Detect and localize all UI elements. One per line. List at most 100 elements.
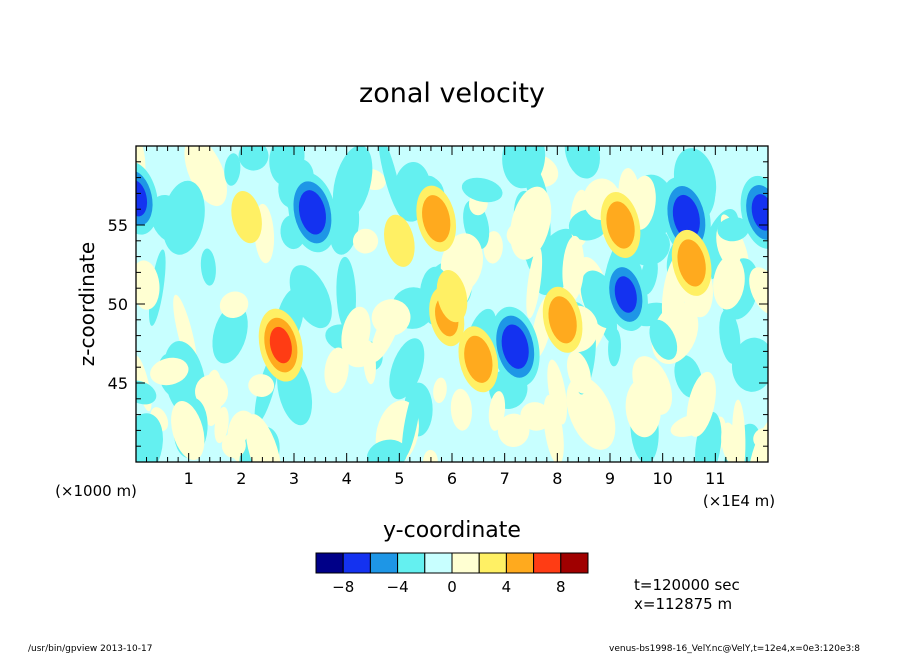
- x-tick-label: 7: [500, 469, 510, 488]
- x-unit-left: (×1000 m): [55, 482, 137, 500]
- x-unit-right: (×1E4 m): [703, 492, 775, 510]
- colorbar-swatch: [478, 552, 507, 574]
- contour-patch: [378, 146, 403, 214]
- contour-patch: [219, 291, 249, 319]
- colorbar-swatch: [505, 552, 535, 574]
- x-tick-label: 2: [236, 469, 246, 488]
- contour-patch: [136, 380, 157, 405]
- contour-patch: [269, 146, 305, 186]
- contour-patch: [719, 309, 741, 365]
- colorbar-tick-label: 0: [447, 578, 457, 596]
- contour-patch: [401, 384, 421, 458]
- contour-level: [422, 195, 451, 243]
- colorbar-swatch: [342, 552, 371, 574]
- y-tick-label: 55: [108, 216, 128, 235]
- contour-patch: [214, 406, 229, 444]
- contour-patch: [488, 391, 506, 431]
- contour-field: [136, 146, 768, 462]
- contour-patch: [686, 371, 716, 437]
- contour-patch: [248, 374, 275, 397]
- contour-patch: [506, 219, 547, 249]
- contour-patch: [224, 153, 241, 186]
- contour-patch: [450, 388, 472, 431]
- contour-level: [672, 194, 700, 240]
- contour-patch: [625, 378, 661, 438]
- footer-right: venus-bs1998-16_VelY.nc@VelY,t=12e4,x=0e…: [609, 644, 860, 654]
- contour-patch: [543, 394, 564, 462]
- chart-title: zonal velocity: [359, 78, 545, 109]
- colorbar-tick-label: 8: [556, 578, 566, 596]
- contour-patch: [502, 146, 546, 189]
- contour-patch: [566, 351, 591, 394]
- contour-patch: [200, 248, 216, 286]
- contour-patch: [547, 359, 567, 425]
- contour-level: [436, 270, 468, 323]
- contour-patch: [162, 180, 205, 255]
- contour-patch: [749, 267, 768, 315]
- contour-level: [384, 214, 415, 267]
- x-tick-label: 6: [447, 469, 457, 488]
- contour-level: [677, 239, 706, 287]
- colorbar-tick-label: 4: [502, 578, 512, 596]
- contour-patch: [289, 265, 332, 329]
- contour-patch: [526, 247, 543, 319]
- x-tick-label: 9: [605, 469, 615, 488]
- contour-patch: [221, 432, 246, 458]
- x-tick-label: 10: [652, 469, 672, 488]
- contour-patch: [433, 377, 447, 404]
- contour-level: [751, 194, 768, 231]
- contour-patch: [195, 374, 229, 410]
- contour-patch: [136, 413, 163, 462]
- contour-patch: [717, 217, 750, 242]
- contour-patch: [352, 228, 379, 254]
- y-tick-label: 50: [108, 295, 128, 314]
- contour-patch: [238, 146, 269, 171]
- x-tick-label: 11: [705, 469, 725, 488]
- contour-patch: [245, 414, 282, 462]
- contour-patch: [713, 255, 745, 310]
- colorbar: −8 −4 0 4 8: [315, 552, 589, 596]
- contour-patch: [332, 146, 373, 221]
- colorbar-swatch: [397, 552, 426, 574]
- colorbar-swatch: [451, 552, 480, 574]
- contour-level: [269, 326, 292, 364]
- contour-level: [614, 276, 637, 313]
- footer-left: /usr/bin/gpview 2013-10-17: [28, 644, 152, 654]
- colorbar-swatch: [369, 552, 399, 574]
- x-annotation: x=112875 m: [634, 595, 732, 613]
- colorbar-swatch: [315, 552, 344, 574]
- contour-patch: [562, 235, 585, 302]
- contour-patch: [184, 146, 228, 207]
- contour-patch: [608, 328, 621, 367]
- contour-patch: [366, 439, 408, 462]
- contour-patch: [324, 347, 349, 394]
- colorbar-tick-label: −8: [332, 578, 354, 596]
- contour-level: [548, 296, 577, 344]
- contour-level: [501, 324, 529, 369]
- colorbar-swatch: [424, 552, 453, 574]
- x-axis-label: y-coordinate: [383, 518, 521, 543]
- contour-patch: [371, 299, 411, 336]
- contour-patch: [721, 422, 740, 462]
- contour-patch: [748, 416, 768, 462]
- contour-patch: [212, 304, 248, 364]
- colorbar-swatch: [533, 552, 562, 574]
- colorbar-swatch: [560, 552, 589, 574]
- colorbar-tick-label: −4: [387, 578, 409, 596]
- x-tick-label: 3: [289, 469, 299, 488]
- contour-patch: [564, 146, 600, 179]
- contour-level: [231, 191, 262, 244]
- y-axis-label: z-coordinate: [75, 242, 99, 366]
- contour-patch: [497, 413, 530, 448]
- contour-patch: [461, 177, 503, 203]
- x-tick-label: 5: [394, 469, 404, 488]
- contour-patch: [566, 376, 616, 450]
- contour-level: [606, 201, 635, 249]
- contour-patch: [150, 357, 189, 386]
- y-tick-label: 45: [108, 374, 128, 393]
- contour-level: [298, 190, 326, 235]
- x-tick-label: 4: [342, 469, 352, 488]
- time-annotation: t=120000 sec: [634, 576, 740, 594]
